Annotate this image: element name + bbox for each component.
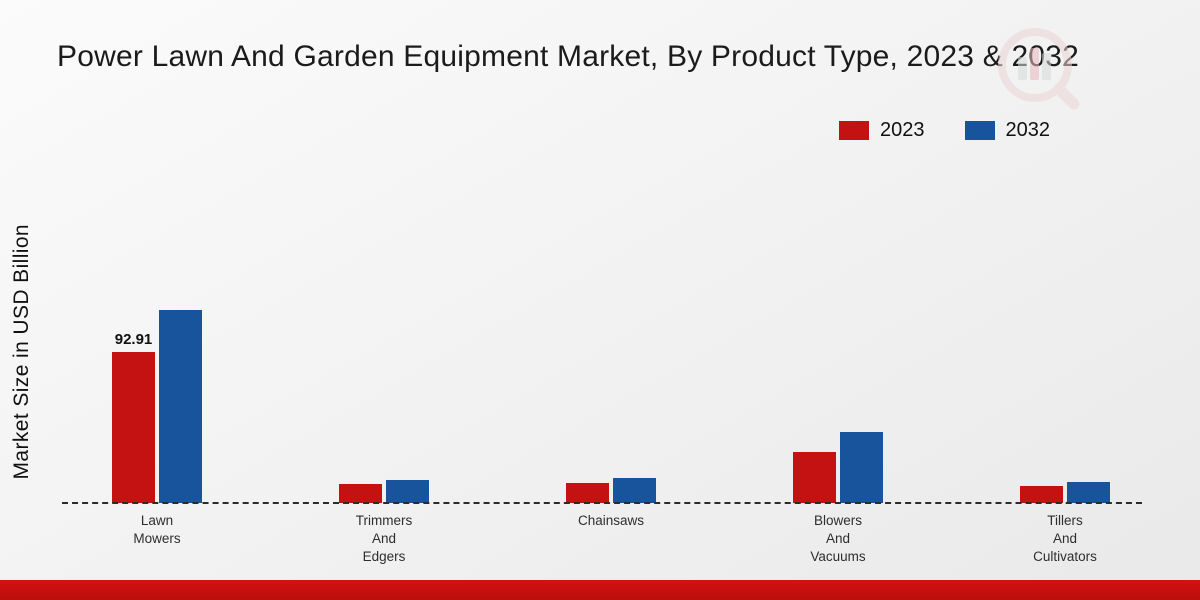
category-label-3: Blowers And Vacuums (810, 513, 866, 565)
bar-2023-2 (566, 483, 609, 503)
plot-area: 92.91 (0, 195, 1200, 503)
bar-2023-4 (1020, 486, 1063, 503)
category-label-2: Chainsaws (577, 513, 645, 528)
category-label-1: Trimmers And Edgers (355, 513, 413, 565)
bar-2032-0 (159, 310, 202, 503)
bar-group-1 (339, 480, 429, 503)
bar-2023-3 (793, 452, 836, 503)
bar-group-0: 92.91 (112, 310, 202, 503)
watermark-logo (990, 22, 1088, 125)
footer-red-strip (0, 580, 1200, 600)
bar-2023-0: 92.91 (112, 331, 155, 503)
bar-2032-4 (1067, 482, 1110, 503)
bar-chart-magnifier-icon (998, 28, 1080, 110)
category-label-4: Tillers And Cultivators (1033, 513, 1097, 565)
bar-2032-2 (613, 478, 656, 503)
bar-2023-1 (339, 484, 382, 503)
category-label-0: Lawn Mowers (133, 513, 181, 547)
bar-2032-1 (386, 480, 429, 503)
legend-swatch-2023 (839, 121, 869, 140)
chart-legend: 2023 2032 (839, 119, 1050, 142)
legend-item-2023: 2023 (839, 119, 925, 142)
legend-item-2032: 2032 (964, 119, 1051, 142)
chart-title: Power Lawn And Garden Equipment Market, … (57, 40, 1079, 73)
bar-value-label: 92.91 (114, 331, 153, 348)
bar-2032-3 (840, 432, 883, 503)
bar-group-2 (566, 478, 656, 503)
legend-label-2032: 2032 (1005, 119, 1051, 141)
x-axis-baseline (62, 502, 1142, 504)
bar-group-3 (793, 432, 883, 503)
legend-swatch-2032 (964, 121, 995, 140)
bar-group-4 (1020, 482, 1110, 503)
legend-label-2023: 2023 (880, 119, 925, 141)
